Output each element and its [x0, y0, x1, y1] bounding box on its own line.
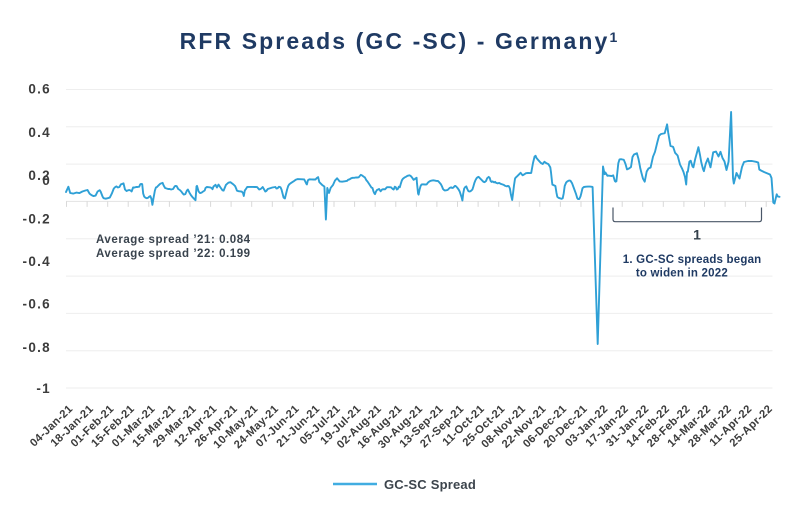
svg-text:-0.8: -0.8 — [23, 340, 51, 355]
svg-text:Average spread ’22: 0.199: Average spread ’22: 0.199 — [96, 248, 251, 260]
svg-text:1: 1 — [693, 227, 701, 243]
svg-text:-1: -1 — [36, 381, 51, 396]
svg-text:0.2: 0.2 — [28, 168, 51, 183]
svg-text:-0.6: -0.6 — [23, 297, 51, 312]
svg-text:0.4: 0.4 — [28, 125, 51, 140]
svg-text:0.6: 0.6 — [28, 82, 51, 97]
svg-text:RFR Spreads (GC -SC) - Germany: RFR Spreads (GC -SC) - Germany1 — [180, 28, 620, 54]
svg-text:Average spread ’21: 0.084: Average spread ’21: 0.084 — [96, 234, 251, 246]
svg-text:-0.2: -0.2 — [23, 211, 51, 226]
svg-text:to widen in 2022: to widen in 2022 — [636, 268, 728, 280]
svg-text:1. GC-SC spreads began: 1. GC-SC spreads began — [623, 254, 762, 266]
svg-text:-0.4: -0.4 — [23, 254, 51, 269]
svg-text:GC-SC Spread: GC-SC Spread — [384, 477, 476, 492]
svg-text:0: 0 — [42, 173, 51, 188]
